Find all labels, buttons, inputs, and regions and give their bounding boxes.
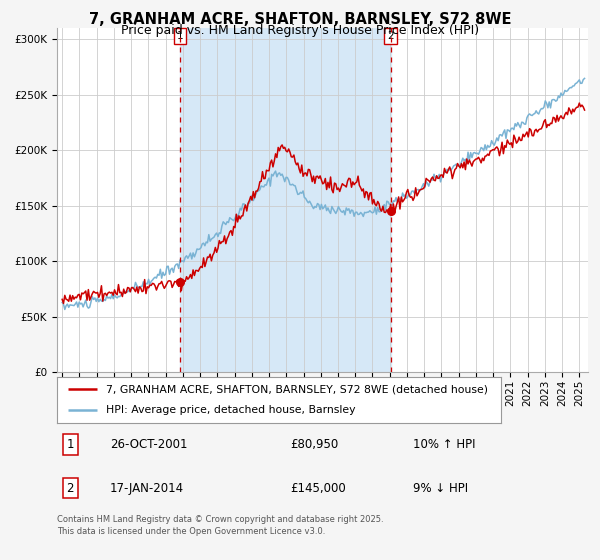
Text: 1: 1	[67, 438, 74, 451]
Text: 7, GRANHAM ACRE, SHAFTON, BARNSLEY, S72 8WE: 7, GRANHAM ACRE, SHAFTON, BARNSLEY, S72 …	[89, 12, 511, 27]
Text: 10% ↑ HPI: 10% ↑ HPI	[413, 438, 475, 451]
Text: £145,000: £145,000	[290, 482, 346, 494]
Text: 9% ↓ HPI: 9% ↓ HPI	[413, 482, 468, 494]
Bar	[180, 28, 391, 372]
Text: HPI: Average price, detached house, Barnsley: HPI: Average price, detached house, Barn…	[106, 405, 355, 416]
Text: 17-JAN-2014: 17-JAN-2014	[110, 482, 184, 494]
Text: 2: 2	[67, 482, 74, 494]
Text: Price paid vs. HM Land Registry's House Price Index (HPI): Price paid vs. HM Land Registry's House …	[121, 24, 479, 36]
Text: £80,950: £80,950	[290, 438, 339, 451]
Text: 2: 2	[387, 31, 394, 41]
Text: 26-OCT-2001: 26-OCT-2001	[110, 438, 188, 451]
Text: Contains HM Land Registry data © Crown copyright and database right 2025.
This d: Contains HM Land Registry data © Crown c…	[57, 515, 383, 536]
Text: 7, GRANHAM ACRE, SHAFTON, BARNSLEY, S72 8WE (detached house): 7, GRANHAM ACRE, SHAFTON, BARNSLEY, S72 …	[106, 384, 488, 394]
Text: 1: 1	[176, 31, 183, 41]
